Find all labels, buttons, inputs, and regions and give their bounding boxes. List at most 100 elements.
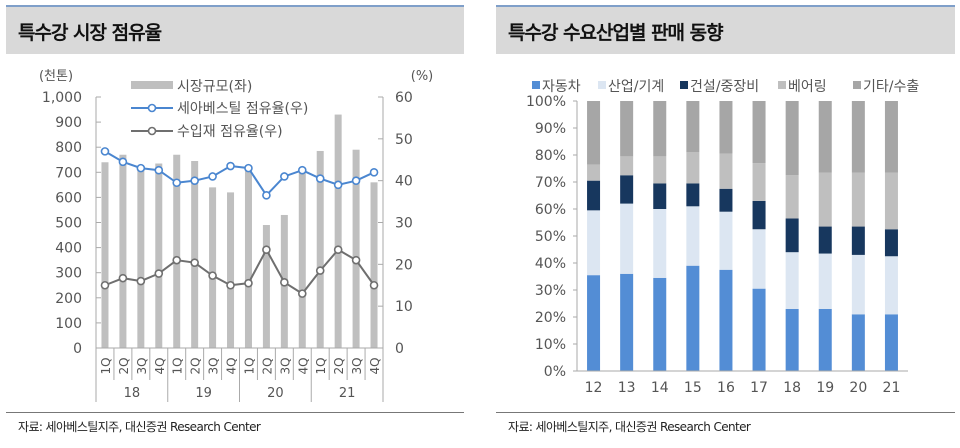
- stacked-segment-건설/중장비: [884, 229, 898, 257]
- quarter-label: 4Q: [368, 357, 382, 374]
- stacked-segment-자동차: [686, 265, 700, 371]
- legend-label: 기타/수출: [863, 79, 919, 95]
- seah-share-point: [100, 147, 110, 156]
- import-share-point: [136, 276, 146, 286]
- stacked-segment-건설/중장비: [818, 226, 832, 254]
- quarter-label: 2Q: [117, 357, 131, 374]
- stacked-segment-자동차: [785, 308, 799, 371]
- y-tick-label: 30%: [535, 283, 566, 299]
- left-y-tick-label: 700: [55, 165, 82, 181]
- left-y-tick-label: 300: [55, 266, 82, 282]
- stacked-segment-산업/기계: [884, 256, 898, 315]
- market-size-bar: [244, 169, 252, 348]
- seah-share-point: [351, 176, 361, 185]
- stacked-segment-자동차: [719, 269, 733, 371]
- stacked-segment-건설/중장비: [752, 200, 766, 230]
- stacked-segment-산업/기계: [785, 252, 799, 309]
- x-tick-label: 14: [651, 380, 669, 396]
- market-size-bar: [137, 167, 145, 348]
- seah-share-point: [136, 163, 146, 173]
- left-panel-header: 특수강 시장 점유율: [6, 5, 464, 54]
- left-y-tick-label: 200: [55, 291, 82, 307]
- x-tick-label: 20: [849, 380, 867, 396]
- market-size-bar: [209, 187, 217, 348]
- x-tick-label: 12: [585, 380, 603, 396]
- import-share-line: [104, 247, 375, 295]
- demand-industry-chart: 0% 10% 20% 30% 40% 50% 60% 70% 80% 90% 100% 12 13 14 1…: [526, 79, 919, 396]
- right-y-tick-label: 20: [395, 257, 413, 273]
- quarter-label: 3Q: [278, 357, 292, 374]
- y-tick-label: 20%: [535, 310, 566, 326]
- year-label: 21: [339, 386, 356, 401]
- x-tick-label: 18: [783, 380, 801, 396]
- y-tick-label: 10%: [535, 337, 566, 353]
- left-axis-unit: (천톤): [39, 69, 73, 84]
- legend-marker: [147, 126, 157, 136]
- left-y-tick-label: 1,000: [42, 90, 82, 106]
- stacked-segment-자동차: [620, 273, 634, 371]
- stacked-segment-기타/수출: [653, 101, 667, 157]
- seah-share-point: [315, 174, 325, 183]
- market-size-bar: [334, 114, 342, 348]
- stacked-segment-건설/중장비: [686, 183, 700, 207]
- quarter-label: 4Q: [225, 357, 239, 374]
- seah-share-point: [154, 165, 164, 175]
- y-tick-label: 40%: [535, 256, 566, 272]
- x-tick-label: 17: [750, 380, 768, 396]
- market-size-bar: [298, 169, 306, 348]
- quarter-label: 2Q: [189, 357, 203, 374]
- stacked-segment-기타/수출: [785, 101, 799, 176]
- legend-label: 베어링: [788, 79, 827, 95]
- left-chart-title: 특수강 시장 점유율: [18, 22, 162, 44]
- left-footer-divider: [6, 412, 464, 413]
- legend-label: 시장규모(좌): [177, 79, 252, 95]
- stacked-segment-건설/중장비: [620, 175, 634, 204]
- import-share-point: [226, 280, 235, 290]
- x-tick-label: 16: [717, 380, 735, 396]
- stacked-segment-베어링: [686, 152, 700, 184]
- stacked-segment-기타/수출: [620, 101, 634, 157]
- stacked-segment-기타/수출: [818, 101, 832, 173]
- year-label: 19: [195, 386, 212, 401]
- right-axis-unit: (%): [411, 69, 434, 84]
- market-size-bar: [227, 192, 235, 348]
- stacked-segment-베어링: [851, 172, 865, 227]
- market-size-bar: [119, 154, 127, 348]
- x-tick-label: 19: [816, 380, 834, 396]
- left-y-tick-label: 600: [55, 190, 82, 206]
- left-y-tick-label: 900: [55, 115, 82, 131]
- x-tick-label: 21: [883, 380, 901, 396]
- stacked-segment-산업/기계: [686, 206, 700, 266]
- seah-share-line: [104, 150, 375, 197]
- stacked-segment-산업/기계: [818, 253, 832, 309]
- y-tick-label: 100%: [526, 94, 566, 110]
- legend-swatch: [853, 81, 861, 89]
- stacked-segment-자동차: [818, 308, 832, 371]
- stacked-segment-기타/수출: [686, 101, 700, 153]
- stacked-segment-건설/중장비: [719, 188, 733, 212]
- quarter-label: 3Q: [135, 357, 149, 374]
- seah-share-point: [244, 163, 253, 173]
- stacked-segment-기타/수출: [587, 101, 601, 165]
- stacked-segment-산업/기계: [752, 229, 766, 289]
- stacked-segment-베어링: [587, 164, 601, 181]
- market-size-bar: [370, 182, 378, 348]
- quarter-label: 4Q: [296, 357, 310, 374]
- stacked-segment-베어링: [785, 175, 799, 219]
- stacked-segment-자동차: [851, 314, 865, 371]
- stacked-segment-산업/기계: [620, 203, 634, 274]
- import-share-point: [190, 258, 199, 267]
- left-y-tick-label: 0: [73, 341, 82, 357]
- legend-marker: [147, 103, 157, 113]
- right-footer-divider: [496, 412, 955, 413]
- y-tick-label: 80%: [535, 148, 566, 164]
- import-share-point: [154, 269, 164, 278]
- year-label: 18: [124, 386, 141, 401]
- y-tick-label: 0%: [544, 364, 566, 380]
- seah-share-point: [280, 172, 289, 181]
- seah-share-point: [208, 172, 217, 181]
- stacked-segment-베어링: [653, 156, 667, 184]
- stacked-segment-산업/기계: [719, 211, 733, 270]
- left-y-tick-label: 800: [55, 140, 82, 156]
- quarter-label: 2Q: [260, 357, 274, 374]
